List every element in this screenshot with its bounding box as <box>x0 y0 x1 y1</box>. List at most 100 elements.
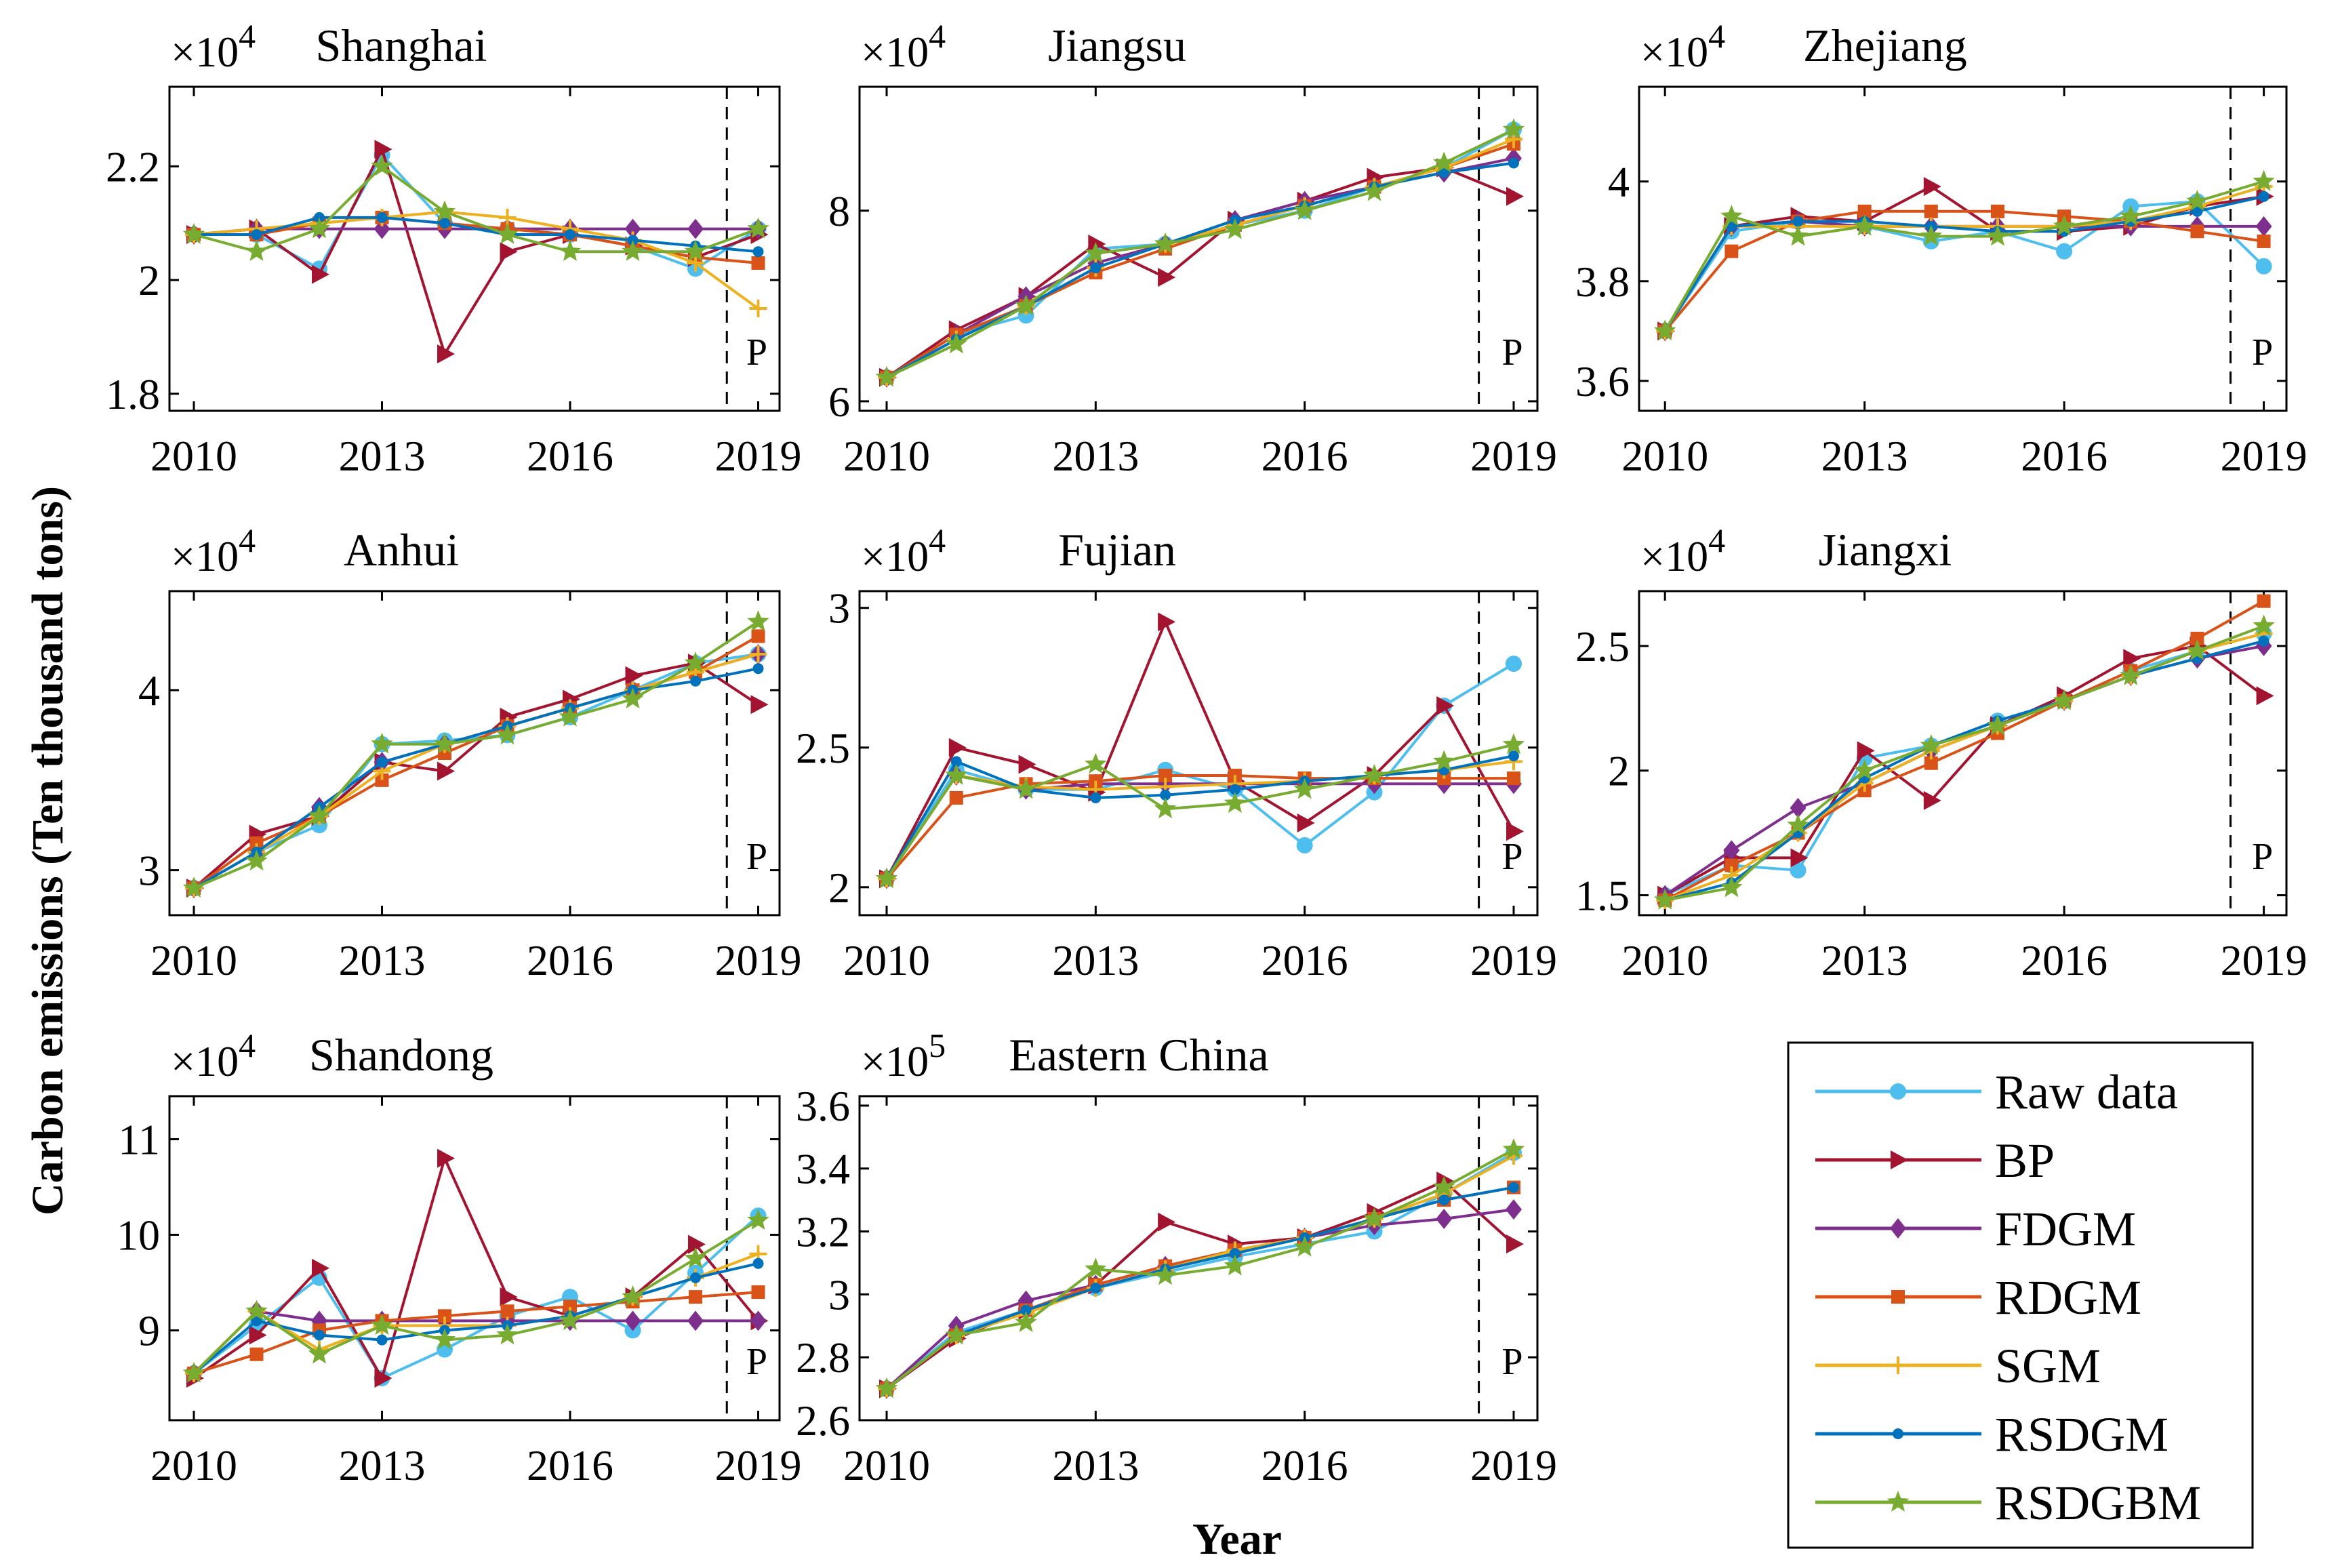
series-fdgm <box>879 765 1522 889</box>
data-point <box>1653 319 1676 341</box>
data-point <box>684 240 707 261</box>
x-tick-label: 2010 <box>843 936 930 984</box>
data-point <box>622 1285 644 1306</box>
subplot-title: Jiangxi <box>1819 524 1952 576</box>
x-tick-label: 2010 <box>150 936 237 984</box>
series-line <box>193 1219 759 1375</box>
data-point <box>945 332 967 354</box>
data-point <box>2253 169 2275 191</box>
subplot-title: Fujian <box>1058 524 1176 576</box>
subplot-title: Shanghai <box>315 20 487 71</box>
exponent-label: ×105 <box>861 1026 946 1085</box>
data-point <box>747 610 769 631</box>
data-point <box>949 790 963 805</box>
data-point <box>1857 741 1875 761</box>
data-point <box>2192 205 2203 217</box>
data-point <box>1438 1194 1450 1206</box>
data-point <box>182 1361 205 1383</box>
data-point <box>314 1329 325 1341</box>
data-point <box>1790 862 1807 879</box>
legend-label: SGM <box>1995 1339 2101 1393</box>
series-line <box>885 774 1514 880</box>
series-line <box>886 138 1514 379</box>
data-point <box>1502 118 1525 140</box>
data-point <box>437 1148 455 1168</box>
data-point <box>245 849 268 871</box>
data-point <box>2258 190 2270 202</box>
exponent-label: ×104 <box>171 521 256 580</box>
legend-label: Raw data <box>1995 1065 2178 1119</box>
y-tick-label: 3 <box>828 584 850 632</box>
series-line <box>193 662 759 889</box>
forecast-label: P <box>2252 331 2273 374</box>
series-sgm <box>185 203 767 318</box>
x-tick-label: 2019 <box>1470 432 1557 480</box>
data-point <box>438 1309 451 1323</box>
legend-entry: SGM <box>1815 1339 2101 1393</box>
data-point <box>559 705 582 727</box>
legend-marker <box>1893 1428 1903 1439</box>
legend-label: FDGM <box>1995 1202 2136 1256</box>
data-point <box>1088 234 1106 254</box>
legend-marker <box>1890 1083 1906 1100</box>
series-rsdgbm <box>875 118 1525 387</box>
data-point <box>1853 214 1876 236</box>
data-point <box>1923 177 1941 197</box>
series-line <box>885 166 1514 379</box>
series-line <box>1664 624 2265 902</box>
data-point <box>752 246 764 258</box>
data-point <box>2120 664 2142 685</box>
data-point <box>2190 631 2204 645</box>
series-line <box>1663 180 2265 332</box>
legend-label: RDGM <box>1995 1270 2141 1325</box>
data-point <box>1154 232 1177 254</box>
y-axis-label: Carbon emissions (Ten thousand tons) <box>23 486 73 1215</box>
x-tick-label: 2010 <box>1621 432 1708 480</box>
series-rsdgbm <box>875 733 1525 889</box>
data-point <box>1224 1254 1247 1276</box>
exponent-label: ×104 <box>861 17 946 76</box>
y-tick-label: 2.5 <box>796 724 850 772</box>
series-line <box>885 1154 1514 1390</box>
data-point <box>1085 752 1107 774</box>
data-point <box>1990 204 2004 218</box>
subplot-title: Jiangsu <box>1048 20 1186 71</box>
data-point <box>1724 858 1739 872</box>
legend-marker <box>1890 1218 1906 1239</box>
data-point <box>622 240 644 261</box>
data-point <box>376 757 388 768</box>
series-rsdgbm <box>182 155 769 261</box>
data-point <box>1923 790 1941 810</box>
data-point <box>1924 756 1938 770</box>
data-point <box>559 240 582 261</box>
y-tick-label: 2 <box>828 864 850 912</box>
data-point <box>1506 656 1522 672</box>
subplot-title: Shandong <box>309 1029 493 1081</box>
data-point <box>496 222 519 244</box>
data-point <box>1436 696 1455 715</box>
x-tick-label: 2019 <box>715 936 802 984</box>
x-tick-label: 2016 <box>527 432 613 480</box>
data-point <box>439 218 450 229</box>
y-tick-label: 3.6 <box>1575 357 1630 405</box>
data-point <box>1986 714 2009 736</box>
plot-frame <box>858 1095 1539 1422</box>
data-point <box>1363 1207 1386 1228</box>
data-point <box>496 1323 519 1345</box>
data-point <box>688 1234 706 1254</box>
series-line <box>1663 185 2264 332</box>
x-tick-label: 2013 <box>339 936 426 984</box>
data-point <box>1438 167 1450 178</box>
data-point <box>749 300 767 318</box>
data-point <box>433 732 456 754</box>
legend-entry: RSDGBM <box>1815 1476 2201 1530</box>
series-line <box>193 1262 759 1375</box>
series-sgm <box>878 1147 1522 1398</box>
series-line <box>885 1186 1514 1390</box>
series-rsdgbm <box>182 1209 769 1383</box>
series-line <box>193 652 759 889</box>
data-point <box>2123 649 2141 668</box>
data-point <box>690 1272 701 1283</box>
data-point <box>1508 1182 1519 1193</box>
series-line <box>885 662 1515 880</box>
